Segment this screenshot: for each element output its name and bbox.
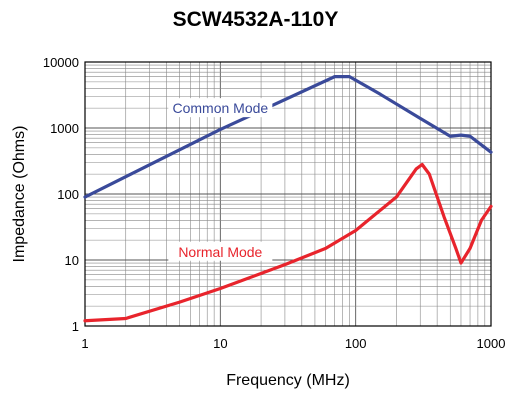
series-line-normal-mode	[83, 162, 493, 323]
series-line-common-mode	[83, 75, 493, 199]
plot-frame	[84, 61, 492, 327]
y-axis-title: Impedance (Ohms)	[11, 126, 28, 263]
series	[83, 75, 493, 323]
x-tick-label: 100	[345, 336, 367, 351]
series-label: Common Mode	[172, 100, 268, 116]
series-label-background	[168, 98, 273, 118]
grid	[84, 62, 491, 327]
series-labels: Common Mode Normal Mode	[168, 98, 273, 261]
x-tick-label: 1	[81, 336, 88, 351]
y-tick-label: 1000	[50, 121, 79, 136]
chart-title: SCW4532A-110Y	[172, 8, 339, 31]
x-tick-label: 10	[213, 336, 227, 351]
y-tick-label: 10	[65, 253, 79, 268]
series-label-background	[168, 241, 273, 261]
y-tick-label: 1	[72, 319, 79, 334]
x-axis-title: Frequency (MHz)	[226, 372, 350, 389]
series-label: Normal Mode	[178, 244, 262, 260]
y-tick-label: 100	[57, 187, 79, 202]
x-tick-label: 1000	[477, 336, 506, 351]
y-tick-label: 10000	[43, 55, 79, 70]
tick-labels: 1 10 100 1000 1 10 100 1000 10000	[43, 55, 506, 351]
